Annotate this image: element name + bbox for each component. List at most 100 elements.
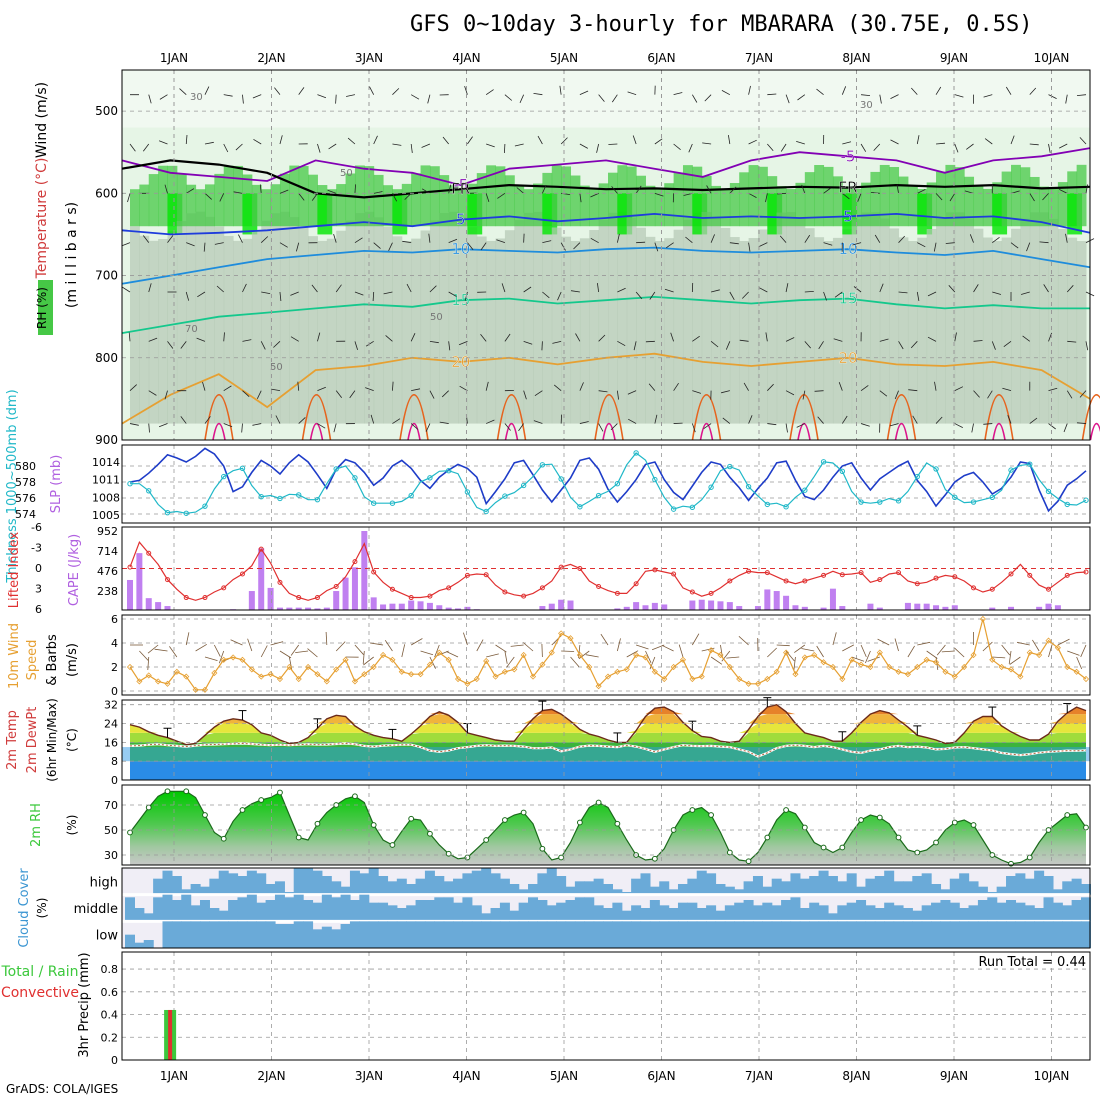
rh-band-green: [682, 165, 693, 227]
rh-band-mid: [570, 240, 581, 424]
rh-band-mid: [289, 217, 300, 424]
slp-marker: [989, 494, 995, 501]
cloud-cover-low: [724, 921, 735, 948]
wind-barb: [392, 418, 401, 424]
cloud-cover-middle: [265, 900, 276, 922]
surface-wind-barb: [270, 641, 284, 646]
cloud-cover-middle: [603, 908, 613, 922]
rh-marker: [539, 845, 546, 852]
wind-speed-line: [129, 618, 1087, 691]
rh-band-mid: [579, 238, 590, 424]
wind-barb: [148, 390, 157, 396]
rh-band-green: [889, 167, 900, 227]
surface-wind-barb: [877, 638, 890, 646]
wind-barb: [608, 143, 618, 145]
rh-band-mid: [251, 230, 262, 424]
temp-tick: 16: [104, 736, 118, 749]
surface-wind-barb: [794, 644, 806, 653]
wind-barb: [728, 135, 731, 145]
rh-band-green: [261, 189, 272, 227]
lifted-marker: [296, 595, 302, 601]
cloud-cover-high: [593, 878, 604, 895]
wind-barb: [842, 193, 850, 200]
wind-barb: [610, 423, 618, 431]
date-label-top: 1JAN: [160, 51, 188, 65]
slp-marker: [1083, 497, 1089, 503]
isotherm-30: [407, 422, 421, 441]
cloud-cover-high: [331, 881, 342, 895]
cloud-cover-low: [274, 924, 285, 948]
rh-band-mid: [682, 219, 693, 424]
rh-band-green: [654, 189, 665, 227]
cape-bar: [145, 598, 152, 610]
wind-barb: [983, 423, 993, 425]
wind-barb: [542, 240, 552, 244]
wind-barb: [317, 332, 321, 342]
rh-band-mid: [1039, 212, 1050, 424]
lifted-marker: [708, 590, 714, 596]
wind-barb: [898, 341, 904, 350]
wind-speed-marker: [173, 668, 180, 675]
cloud-cover-middle: [724, 905, 735, 922]
rh-marker: [989, 852, 996, 858]
cloud-cover-high: [837, 881, 848, 895]
cape-bar: [689, 600, 696, 610]
cloud-cover-middle: [190, 905, 201, 922]
slp-marker: [1008, 467, 1014, 473]
cloud-cover-high: [1052, 889, 1063, 895]
cloud-frame: [121, 867, 1091, 949]
cape-bar: [783, 595, 790, 610]
slp-tick: 1008: [92, 491, 120, 504]
cloud-cover-middle: [368, 902, 379, 922]
pressure-tick: 600: [95, 186, 118, 200]
rh-marker: [1064, 812, 1071, 818]
wind-speed-marker: [145, 672, 152, 679]
cloud-cover-high: [406, 884, 417, 895]
wind-barb: [219, 193, 225, 202]
cloud-cover-middle: [396, 908, 407, 922]
rh-band-green: [757, 166, 768, 227]
wind-barb: [983, 94, 993, 98]
wind-speed-marker: [623, 666, 630, 673]
lifted-marker: [539, 585, 545, 591]
lifted-marker: [464, 572, 470, 578]
lifted-marker: [277, 579, 283, 585]
temp-tick: 0: [111, 774, 118, 787]
rh-band-mid: [617, 211, 628, 424]
slp-marker: [952, 494, 958, 501]
wind-speed-marker: [361, 671, 368, 678]
wind-barb: [673, 143, 681, 151]
wind-barb: [598, 390, 608, 393]
wind-barb: [459, 385, 468, 392]
cloud-cover-middle: [359, 894, 370, 922]
wind-tick: 4: [111, 637, 118, 650]
cloud-cover-high: [865, 878, 876, 895]
cape-bar: [820, 607, 827, 610]
wind-barb: [852, 242, 862, 246]
rh-upper-dry: [122, 70, 1090, 128]
date-label-bottom: 1JAN: [160, 1069, 188, 1083]
surface-wind-barb: [954, 647, 965, 658]
cloud-cover-high: [668, 889, 679, 895]
wind-barb: [186, 242, 195, 247]
rh2m-unit-label: (%): [65, 815, 79, 836]
cloud-cover-low: [865, 921, 876, 948]
rh-band-mid: [214, 226, 225, 424]
wind-barb: [369, 86, 375, 95]
cloud-cover-middle: [799, 908, 810, 922]
wind-barb: [748, 192, 757, 198]
slp-marker: [614, 481, 621, 487]
cloud-cover-low: [781, 921, 792, 948]
wind-barb: [429, 285, 437, 293]
wind-barb: [1063, 423, 1068, 433]
cloud-cover-middle: [1081, 897, 1091, 922]
date-label-top: 9JAN: [940, 51, 968, 65]
rh-band-green: [514, 185, 525, 227]
rh-band-green: [476, 173, 487, 227]
wind-barb: [710, 341, 719, 348]
wind-barb: [1085, 341, 1089, 351]
cloud-cover-low: [199, 921, 210, 948]
cape-bar: [323, 607, 330, 610]
wind-barb: [633, 341, 637, 351]
cloud-cover-high: [1024, 878, 1035, 895]
